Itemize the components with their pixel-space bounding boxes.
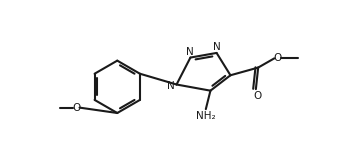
- Text: O: O: [253, 91, 262, 101]
- Text: N: N: [167, 81, 175, 91]
- Text: O: O: [72, 103, 81, 113]
- Text: N: N: [213, 42, 221, 52]
- Text: NH₂: NH₂: [196, 111, 216, 121]
- Text: O: O: [273, 53, 282, 63]
- Text: N: N: [186, 47, 193, 57]
